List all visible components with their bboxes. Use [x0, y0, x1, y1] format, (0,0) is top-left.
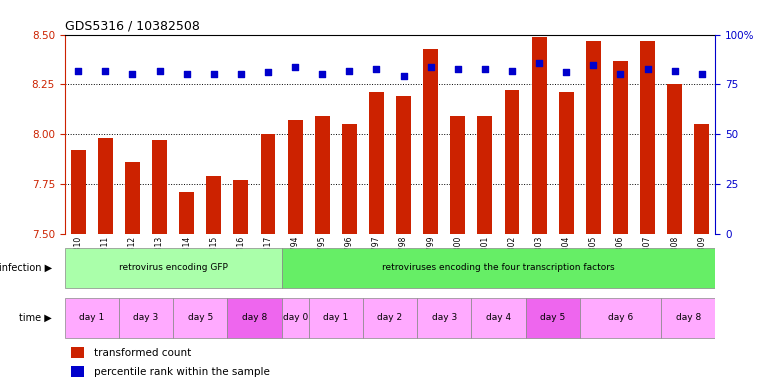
- Point: [560, 70, 572, 76]
- Point: [316, 71, 328, 78]
- Bar: [477, 116, 492, 234]
- Bar: [72, 347, 84, 358]
- Point: [614, 71, 626, 78]
- Text: infection ▶: infection ▶: [0, 263, 52, 273]
- Point: [479, 65, 491, 71]
- Bar: [586, 41, 600, 234]
- Bar: [423, 48, 438, 234]
- Bar: [471, 298, 526, 338]
- Bar: [505, 91, 520, 234]
- Bar: [206, 176, 221, 234]
- Text: day 3: day 3: [133, 313, 158, 322]
- Bar: [174, 298, 228, 338]
- Bar: [282, 248, 715, 288]
- Point: [506, 68, 518, 74]
- Point: [696, 71, 708, 78]
- Bar: [125, 162, 140, 234]
- Point: [289, 63, 301, 70]
- Point: [397, 73, 409, 79]
- Point: [425, 63, 437, 70]
- Bar: [228, 298, 282, 338]
- Text: retrovirus encoding GFP: retrovirus encoding GFP: [119, 263, 228, 272]
- Point: [371, 65, 383, 71]
- Text: day 1: day 1: [323, 313, 349, 322]
- Point: [587, 61, 600, 68]
- Bar: [65, 298, 119, 338]
- Point: [99, 68, 111, 74]
- Bar: [342, 124, 357, 234]
- Text: day 2: day 2: [377, 313, 403, 322]
- Point: [533, 60, 545, 66]
- Bar: [396, 96, 411, 234]
- Point: [235, 71, 247, 78]
- Bar: [363, 298, 417, 338]
- Text: day 4: day 4: [486, 313, 511, 322]
- Bar: [260, 134, 275, 234]
- Bar: [152, 141, 167, 234]
- Bar: [559, 93, 574, 234]
- Bar: [532, 36, 546, 234]
- Point: [452, 65, 464, 71]
- Bar: [694, 124, 709, 234]
- Bar: [288, 121, 303, 234]
- Bar: [417, 298, 471, 338]
- Text: day 8: day 8: [676, 313, 701, 322]
- Text: day 1: day 1: [79, 313, 104, 322]
- Point: [180, 71, 193, 78]
- Bar: [613, 61, 628, 234]
- Point: [208, 71, 220, 78]
- Bar: [640, 41, 655, 234]
- Bar: [72, 366, 84, 377]
- Bar: [282, 298, 309, 338]
- Bar: [369, 93, 384, 234]
- Text: day 5: day 5: [188, 313, 213, 322]
- Point: [642, 65, 654, 71]
- Point: [154, 68, 166, 74]
- Point: [262, 70, 274, 76]
- Bar: [309, 298, 363, 338]
- Bar: [661, 298, 715, 338]
- Text: transformed count: transformed count: [94, 348, 191, 358]
- Bar: [180, 192, 194, 234]
- Bar: [526, 298, 580, 338]
- Point: [669, 68, 681, 74]
- Text: retroviruses encoding the four transcription factors: retroviruses encoding the four transcrip…: [382, 263, 615, 272]
- Bar: [580, 298, 661, 338]
- Text: day 5: day 5: [540, 313, 565, 322]
- Bar: [234, 180, 248, 234]
- Point: [343, 68, 355, 74]
- Bar: [451, 116, 465, 234]
- Text: GDS5316 / 10382508: GDS5316 / 10382508: [65, 19, 199, 32]
- Text: day 0: day 0: [282, 313, 307, 322]
- Bar: [667, 84, 682, 234]
- Text: day 6: day 6: [608, 313, 633, 322]
- Text: percentile rank within the sample: percentile rank within the sample: [94, 366, 270, 377]
- Text: day 3: day 3: [431, 313, 457, 322]
- Bar: [98, 138, 113, 234]
- Text: day 8: day 8: [242, 313, 267, 322]
- Text: time ▶: time ▶: [19, 313, 52, 323]
- Bar: [65, 248, 282, 288]
- Point: [72, 68, 84, 74]
- Bar: [119, 298, 174, 338]
- Bar: [71, 151, 86, 234]
- Point: [126, 71, 139, 78]
- Bar: [315, 116, 330, 234]
